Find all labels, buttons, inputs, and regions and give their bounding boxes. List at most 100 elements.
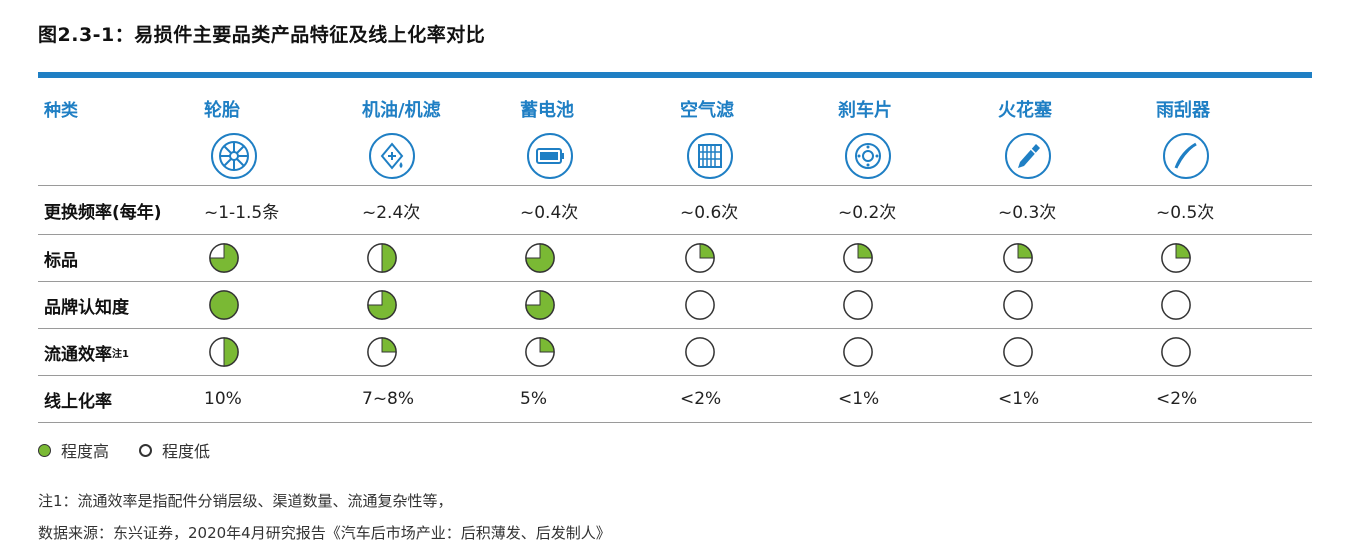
circ-level-wiper <box>1160 329 1300 375</box>
row-label-category: 种类 <box>44 101 78 121</box>
harvey-ball <box>367 290 397 320</box>
col-name: 蓄电池 <box>520 100 574 121</box>
harvey-ball <box>367 337 397 367</box>
brand-level-brake-pad <box>842 282 982 328</box>
online-brake-pad: <1% <box>838 389 880 409</box>
circ-level-tire <box>208 329 348 375</box>
online-tire: 10% <box>204 389 242 409</box>
row-label: 品牌认知度 <box>44 297 129 318</box>
header-rule <box>38 72 1312 78</box>
harvey-ball <box>209 290 239 320</box>
header-col-oil-filter: 机油/机滤 <box>362 78 502 185</box>
legend: 程度高 程度低 <box>38 438 210 462</box>
brand-level-wiper <box>1160 282 1300 328</box>
harvey-ball <box>1003 243 1033 273</box>
online-battery: 5% <box>520 389 547 409</box>
harvey-ball <box>685 337 715 367</box>
harvey-ball <box>525 243 555 273</box>
row-label: 更换频率(每年) <box>44 202 162 223</box>
std-level-spark-plug <box>1002 235 1142 281</box>
row-label: 标品 <box>44 250 78 271</box>
header-row: 种类 轮胎 机油/机滤 蓄电池 <box>38 78 1312 186</box>
online-wiper: <2% <box>1156 389 1198 409</box>
header-col-tire: 轮胎 <box>204 78 344 185</box>
std-level-brake-pad <box>842 235 982 281</box>
brand-level-tire <box>208 282 348 328</box>
col-name: 火花塞 <box>998 100 1052 121</box>
harvey-ball <box>843 290 873 320</box>
figure-title: 图2.3-1：易损件主要品类产品特征及线上化率对比 <box>38 24 486 46</box>
circ-level-spark-plug <box>1002 329 1142 375</box>
col-name: 轮胎 <box>204 100 240 121</box>
row-standardization: 标品 <box>38 235 1312 282</box>
std-level-air-filter <box>684 235 824 281</box>
comparison-table: 种类 轮胎 机油/机滤 蓄电池 <box>38 78 1312 423</box>
col-name: 刹车片 <box>838 100 892 121</box>
freq-wiper: ~0.5次 <box>1156 202 1215 223</box>
harvey-ball <box>1161 290 1191 320</box>
row-brand-awareness: 品牌认知度 <box>38 282 1312 329</box>
harvey-ball <box>1161 337 1191 367</box>
legend-high-label: 程度高 <box>61 442 110 461</box>
std-level-wiper <box>1160 235 1300 281</box>
freq-spark-plug: ~0.3次 <box>998 202 1057 223</box>
tire-icon <box>211 133 257 179</box>
oil-filter-icon <box>369 133 415 179</box>
harvey-ball <box>525 290 555 320</box>
header-col-wiper: 雨刮器 <box>1156 78 1296 185</box>
harvey-ball <box>525 337 555 367</box>
harvey-ball <box>843 337 873 367</box>
harvey-ball <box>367 243 397 273</box>
harvey-ball <box>209 243 239 273</box>
std-level-tire <box>208 235 348 281</box>
brand-level-air-filter <box>684 282 824 328</box>
online-air-filter: <2% <box>680 389 722 409</box>
legend-low-swatch <box>139 443 153 457</box>
footnote: 注1：流通效率是指配件分销层级、渠道数量、流通复杂性等， <box>38 492 453 510</box>
harvey-ball <box>685 243 715 273</box>
std-level-battery <box>524 235 664 281</box>
circ-level-brake-pad <box>842 329 982 375</box>
harvey-ball <box>1161 243 1191 273</box>
circ-level-air-filter <box>684 329 824 375</box>
online-oil-filter: 7~8% <box>362 389 415 409</box>
harvey-ball <box>843 243 873 273</box>
row-online-rate: 线上化率 10% 7~8% 5% <2% <1% <1% <2% <box>38 376 1312 423</box>
harvey-ball <box>685 290 715 320</box>
legend-high-swatch <box>38 443 51 457</box>
col-name: 机油/机滤 <box>362 100 441 121</box>
wiper-icon <box>1163 133 1209 179</box>
brake-pad-icon <box>845 133 891 179</box>
row-circulation-efficiency: 流通效率 注1 <box>38 329 1312 376</box>
freq-battery: ~0.4次 <box>520 202 579 223</box>
freq-brake-pad: ~0.2次 <box>838 202 897 223</box>
std-level-oil-filter <box>366 235 506 281</box>
online-spark-plug: <1% <box>998 389 1040 409</box>
brand-level-battery <box>524 282 664 328</box>
brand-level-oil-filter <box>366 282 506 328</box>
air-filter-icon <box>687 133 733 179</box>
freq-oil-filter: ~2.4次 <box>362 202 421 223</box>
harvey-ball <box>1003 337 1033 367</box>
row-label: 线上化率 <box>44 391 112 412</box>
header-col-brake-pad: 刹车片 <box>838 78 978 185</box>
header-col-battery: 蓄电池 <box>520 78 660 185</box>
battery-icon <box>527 133 573 179</box>
row-label: 流通效率 注1 <box>44 329 129 375</box>
footnote-ref: 注1 <box>112 348 129 360</box>
harvey-ball <box>209 337 239 367</box>
row-label-text: 流通效率 <box>44 344 112 365</box>
circ-level-battery <box>524 329 664 375</box>
circ-level-oil-filter <box>366 329 506 375</box>
freq-tire: ~1-1.5条 <box>204 202 280 223</box>
col-name: 雨刮器 <box>1156 100 1210 121</box>
row-frequency: 更换频率(每年) ~1-1.5条 ~2.4次 ~0.4次 ~0.6次 ~0.2次… <box>38 186 1312 235</box>
header-col-air-filter: 空气滤 <box>680 78 820 185</box>
legend-low-label: 程度低 <box>162 442 211 461</box>
col-name: 空气滤 <box>680 100 734 121</box>
freq-air-filter: ~0.6次 <box>680 202 739 223</box>
source-note: 数据来源：东兴证券，2020年4月研究报告《汽车后市场产业：后积薄发、后发制人》 <box>38 524 611 542</box>
spark-plug-icon <box>1005 133 1051 179</box>
header-col-spark-plug: 火花塞 <box>998 78 1138 185</box>
harvey-ball <box>1003 290 1033 320</box>
